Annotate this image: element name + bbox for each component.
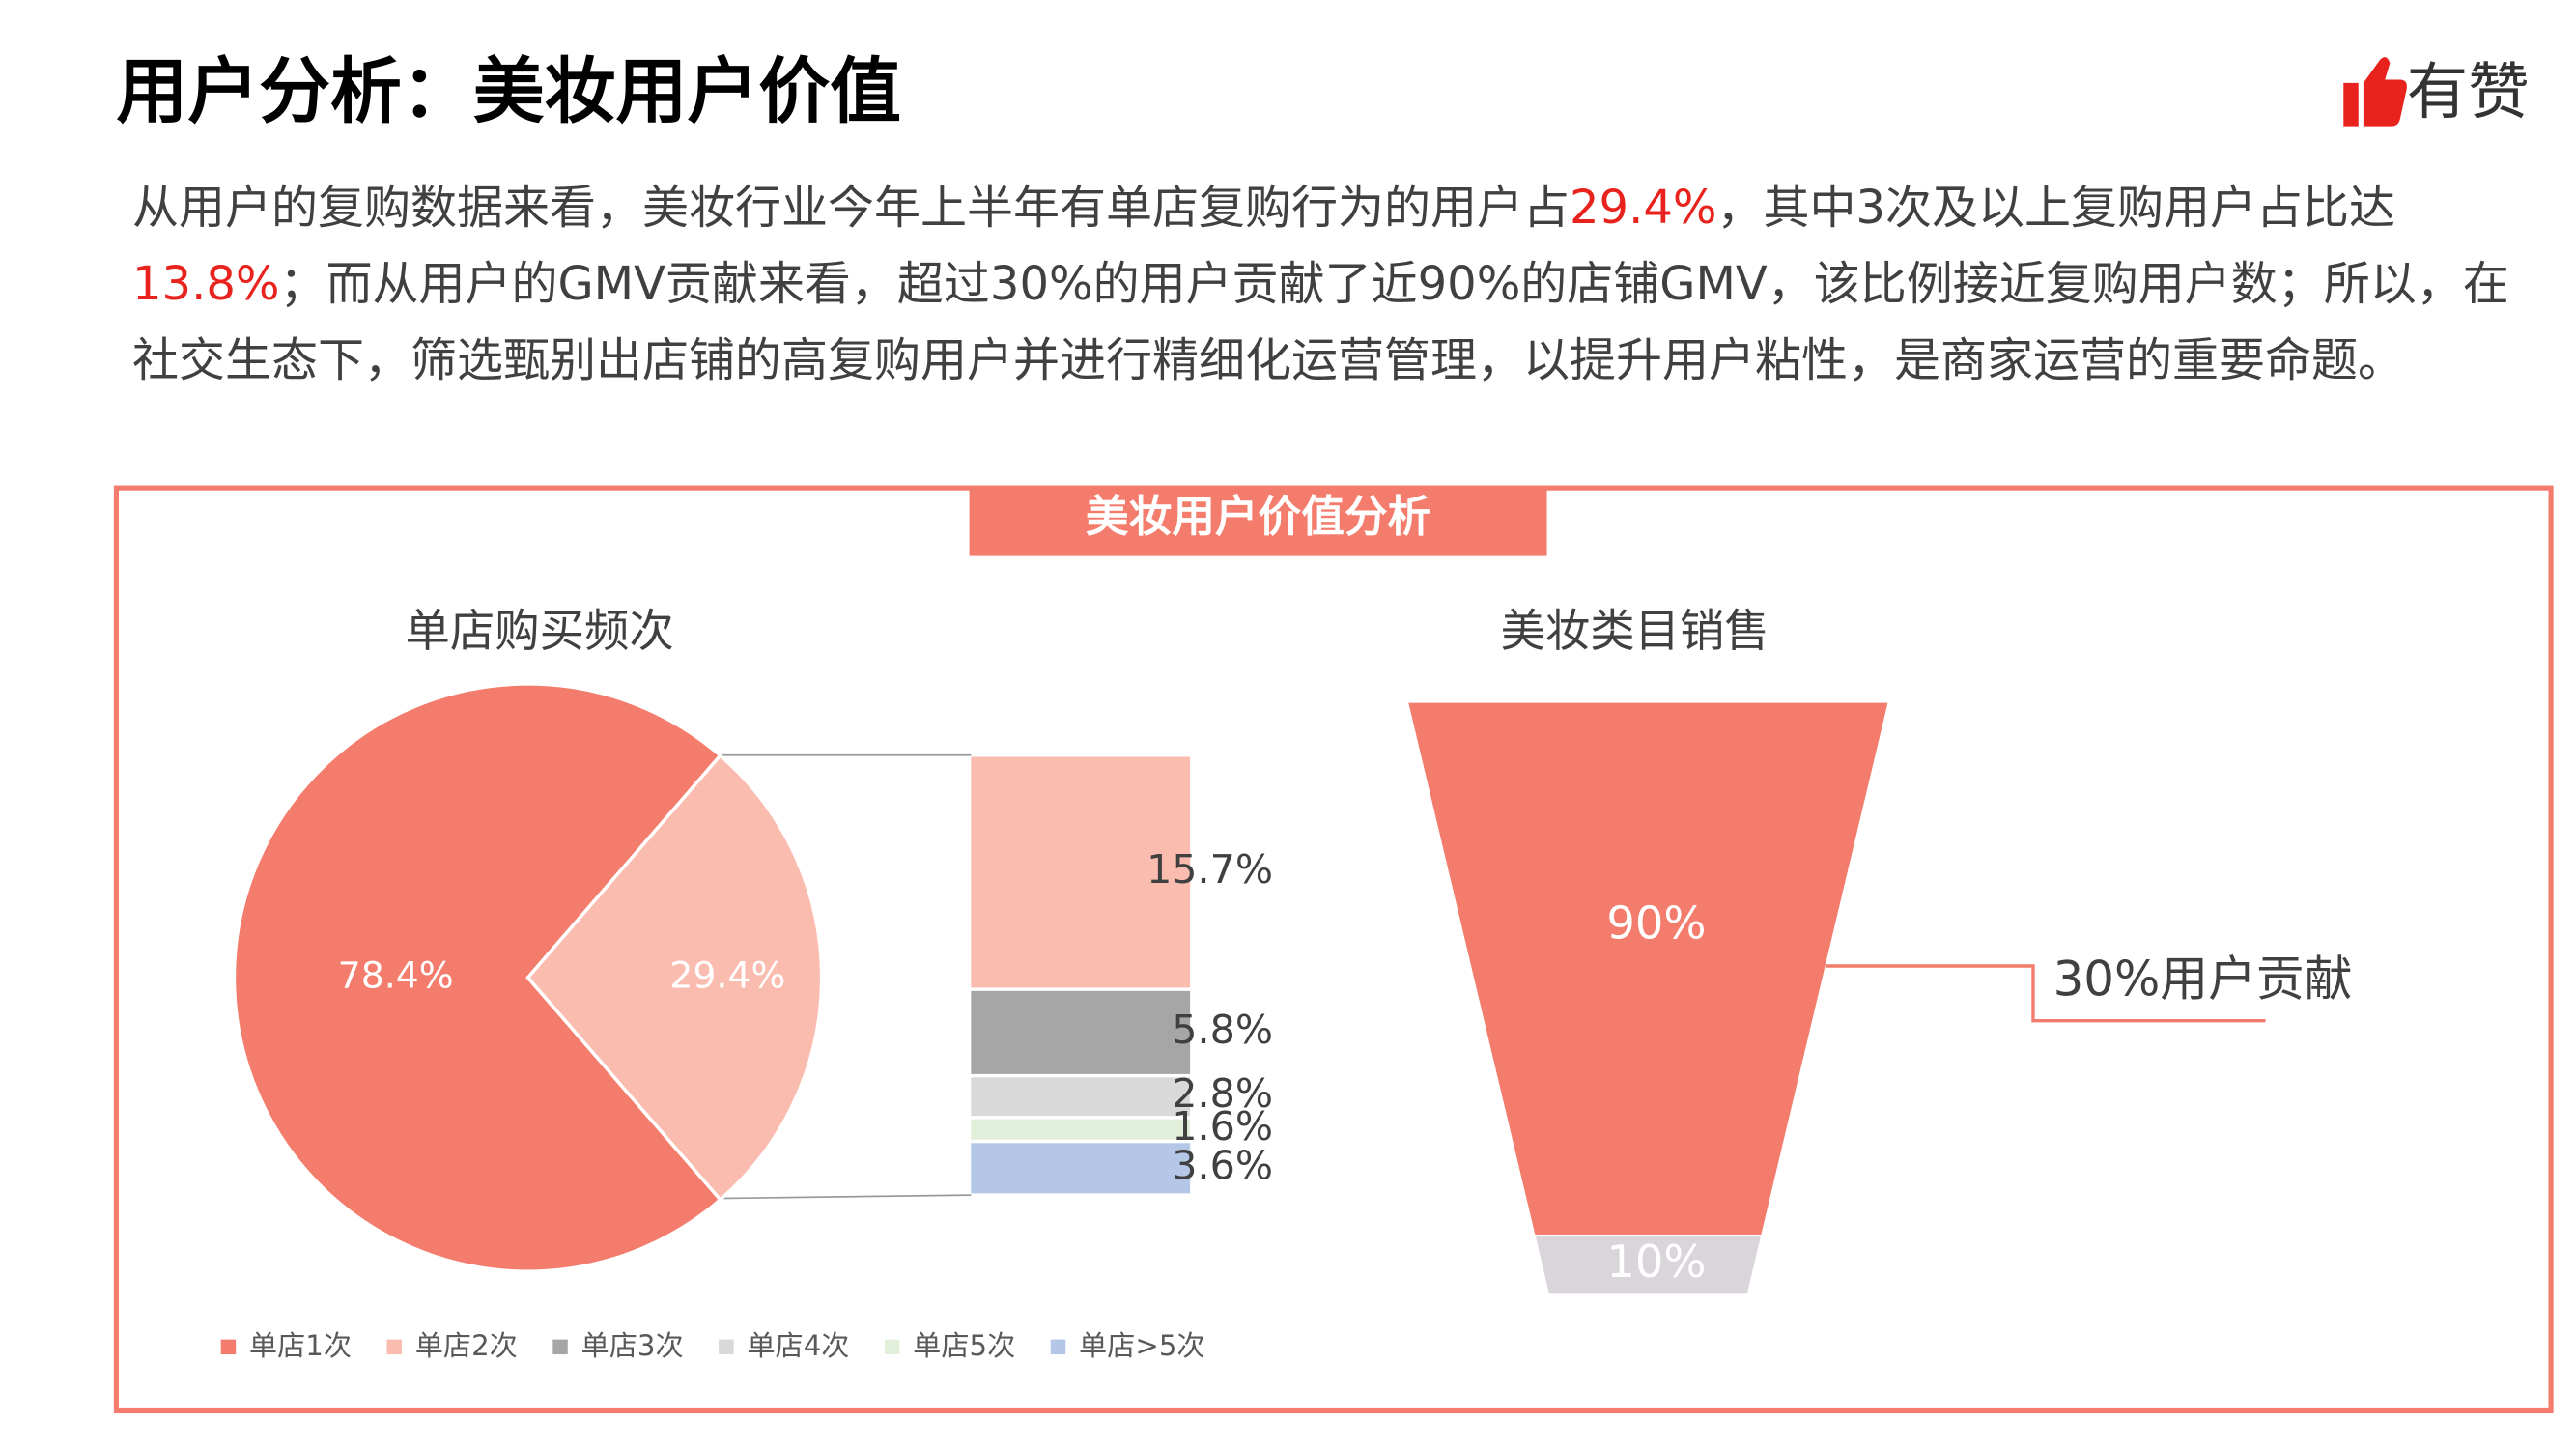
- annotation-line: [1826, 964, 2266, 1023]
- intro-text: 29.4%: [1570, 181, 1717, 235]
- panel-border: [113, 485, 2554, 1414]
- legend-label: 单店5次: [913, 1329, 1015, 1362]
- value-label: 10%: [1606, 1236, 1706, 1288]
- legend-label: 单店>5次: [1079, 1329, 1205, 1362]
- intro-text: ，其中3次及以上复购用户占比达: [1716, 181, 2396, 235]
- bar-segment: [971, 1143, 1191, 1194]
- logo-text: 有赞: [2407, 56, 2530, 128]
- intro-text: 13.8%: [132, 257, 280, 311]
- legend-swatch: [386, 1339, 402, 1355]
- legend-swatch: [552, 1339, 568, 1355]
- value-label: 3.6%: [1172, 1142, 1273, 1188]
- chart-title: 单店购买频次: [405, 605, 673, 657]
- legend-label: 单店1次: [249, 1329, 352, 1362]
- bar-segment: [971, 1119, 1191, 1140]
- value-label: 29.4%: [669, 954, 785, 997]
- pie-slice: [525, 753, 824, 1203]
- legend-swatch: [220, 1339, 237, 1355]
- legend-label: 单店3次: [581, 1329, 684, 1362]
- intro-text: 从用户的复购数据来看，美妆行业今年上半年有单店复购行为的用户占: [132, 181, 1571, 235]
- legend-label: 单店2次: [415, 1329, 518, 1362]
- connector: [719, 1194, 972, 1200]
- value-label: 78.4%: [338, 954, 454, 997]
- funnel-segment: [1406, 700, 1890, 1236]
- panel-title-bg: [969, 489, 1547, 556]
- bar-segment: [971, 1077, 1191, 1117]
- legend-label: 单店4次: [747, 1329, 849, 1362]
- legend-swatch: [719, 1339, 734, 1355]
- value-label: 2.8%: [1172, 1070, 1273, 1117]
- page-title: 用户分析：美妆用户价值: [116, 50, 901, 133]
- intro-paragraph: 从用户的复购数据来看，美妆行业今年上半年有单店复购行为的用户占29.4%，其中3…: [132, 170, 2518, 399]
- value-label: 15.7%: [1146, 846, 1273, 893]
- bar-segment: [971, 990, 1191, 1074]
- panel-title: 美妆用户价值分析: [1086, 492, 1430, 542]
- chart-title: 美妆类目销售: [1500, 605, 1769, 657]
- intro-text: ；而从用户的GMV贡献来看，超过30%的用户贡献了近90%的店铺GMV，该比例接…: [132, 257, 2509, 387]
- annotation: 30%用户贡献: [2053, 952, 2353, 1008]
- value-label: 90%: [1606, 896, 1706, 949]
- value-label: 1.6%: [1172, 1103, 1273, 1150]
- bar-segment: [971, 756, 1191, 988]
- value-label: 5.8%: [1172, 1007, 1273, 1053]
- funnel-segment: [1533, 1235, 1764, 1296]
- logo-icon: [2343, 57, 2407, 127]
- legend-swatch: [1050, 1339, 1066, 1355]
- legend-swatch: [884, 1339, 900, 1355]
- pie-slice: [232, 682, 723, 1273]
